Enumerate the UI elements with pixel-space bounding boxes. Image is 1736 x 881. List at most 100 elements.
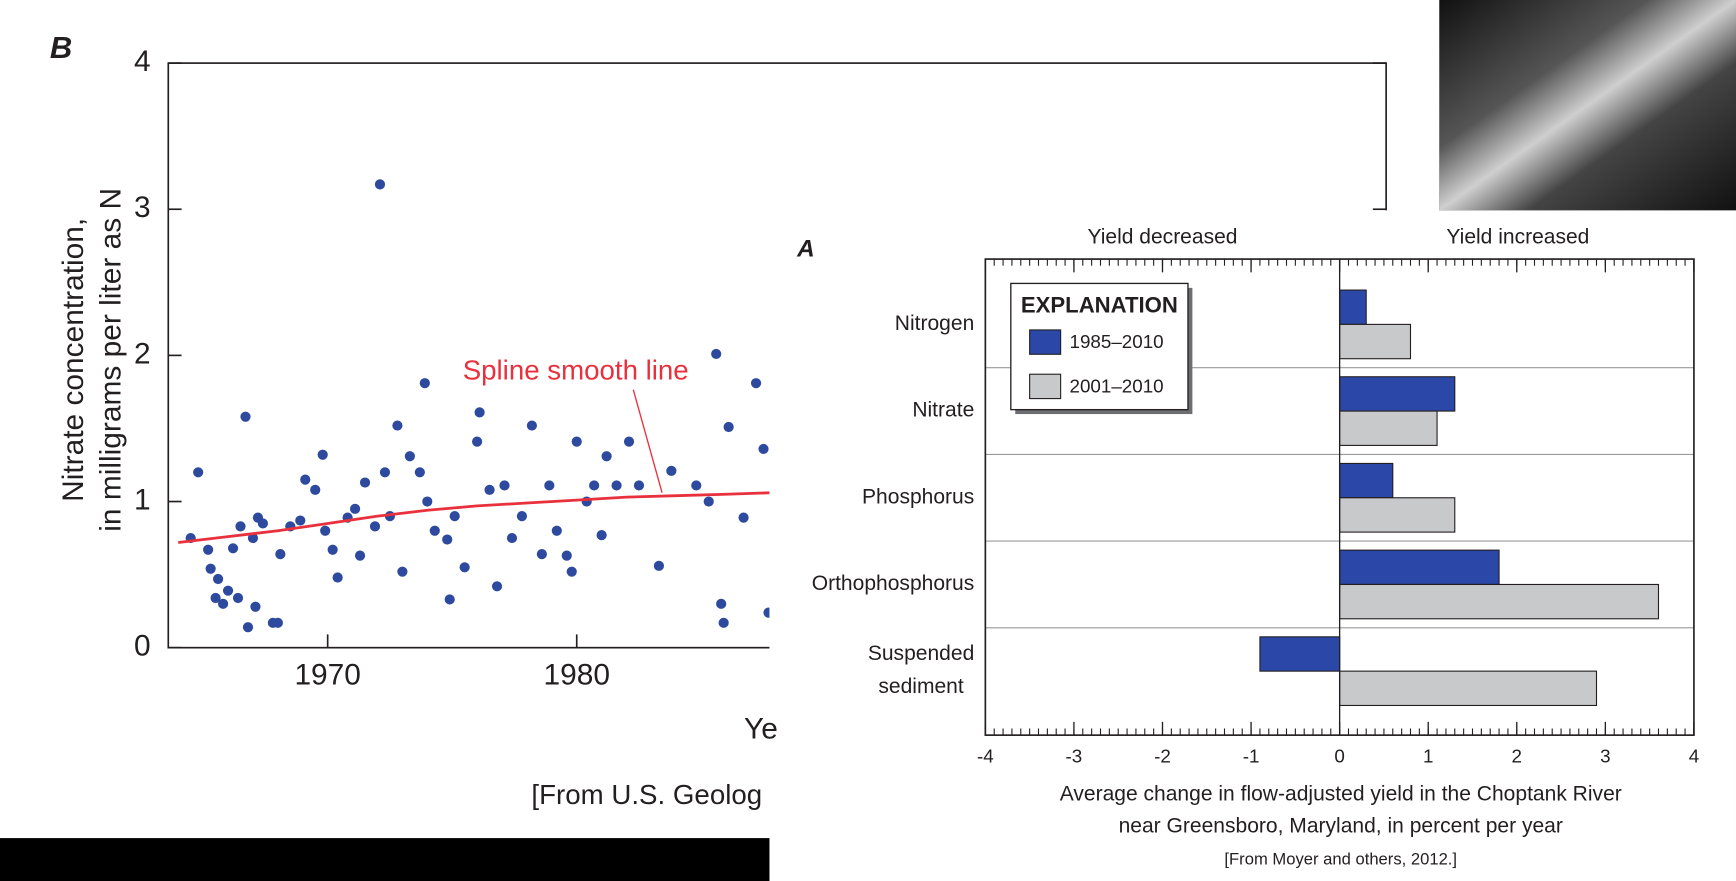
category-label: Suspended sediment: [867, 642, 975, 699]
spline-line: [178, 491, 772, 544]
data-point: [332, 572, 343, 583]
legend-swatch: [1029, 373, 1062, 400]
data-point: [601, 451, 612, 462]
data-point: [379, 467, 391, 478]
legend-title: EXPLANATION: [1021, 293, 1178, 318]
x-tick-label: 0: [1334, 745, 1344, 766]
data-point: [544, 480, 555, 491]
data-point: [750, 378, 762, 389]
data-point: [484, 484, 495, 495]
data-point: [472, 436, 483, 447]
data-point: [203, 544, 214, 555]
data-point: [397, 566, 408, 577]
data-point: [491, 581, 503, 592]
data-point: [213, 573, 224, 585]
data-point: [449, 511, 460, 522]
data-point: [359, 477, 371, 488]
x-tick-label: -3: [1066, 745, 1083, 766]
data-point: [235, 521, 246, 532]
x-tick-label: 2: [1512, 745, 1522, 766]
bar: [1339, 497, 1456, 533]
background-decoration: [1439, 0, 1736, 211]
bar: [1339, 289, 1367, 325]
bar: [1339, 410, 1438, 446]
data-point: [459, 562, 470, 573]
annotation-pointer: [632, 389, 663, 493]
y-tick-label: 0: [134, 630, 151, 663]
x-tick-label: 3: [1600, 745, 1610, 766]
legend-label: 1985–2010: [1069, 331, 1163, 352]
region-label: Yield increased: [1446, 226, 1589, 249]
data-point: [392, 420, 403, 431]
region-label: Yield decreased: [1088, 226, 1238, 249]
data-point: [257, 518, 269, 529]
bar: [1339, 323, 1412, 360]
x-tick-label: -4: [977, 745, 994, 766]
data-point: [422, 496, 433, 507]
data-point: [623, 436, 635, 447]
data-point: [758, 443, 769, 455]
data-point: [566, 566, 577, 577]
data-point: [295, 515, 306, 526]
data-point: [222, 585, 234, 596]
data-point: [716, 598, 727, 609]
category-label: Orthophosphorus: [811, 572, 975, 596]
data-point: [711, 348, 722, 360]
data-point: [374, 179, 386, 190]
x-tick-label: -1: [1243, 745, 1260, 766]
x-axis-label: Ye: [743, 711, 778, 746]
data-point: [242, 622, 254, 633]
data-point: [444, 594, 455, 605]
x-axis-label: Average change in flow-adjusted yield in…: [1059, 782, 1622, 839]
data-point: [589, 480, 600, 491]
bar: [1339, 670, 1598, 707]
x-tick-label: 1970: [294, 658, 360, 691]
data-point: [561, 550, 572, 561]
data-point: [210, 592, 221, 604]
data-point: [442, 534, 453, 545]
data-point: [354, 550, 366, 561]
y-tick-label: 2: [134, 337, 151, 370]
data-point: [327, 544, 338, 555]
data-point: [240, 411, 251, 422]
data-point: [232, 592, 244, 604]
data-point: [300, 474, 311, 485]
data-point: [250, 601, 261, 612]
data-point: [247, 532, 259, 544]
y-tick-label: 3: [134, 191, 151, 224]
data-point: [551, 525, 562, 536]
data-point: [506, 532, 518, 544]
data-point: [516, 511, 528, 522]
panel-label: A: [796, 236, 815, 263]
data-point: [474, 407, 485, 418]
data-point: [349, 503, 361, 514]
data-point: [193, 467, 204, 478]
panel-a: A Yield decreased Yield increased -4 -3 -2…: [796, 226, 1699, 767]
bar: [1339, 549, 1500, 586]
y-tick-label: 1: [134, 483, 151, 516]
data-point: [320, 525, 331, 536]
data-point: [723, 421, 734, 433]
data-point: [653, 560, 665, 571]
data-point: [272, 617, 283, 628]
bar: [1339, 376, 1456, 412]
panel-b: B 0 1 2 3 4 1970 1980 Spline smooth line: [50, 30, 1387, 691]
x-tick-label: 1980: [543, 658, 609, 691]
data-point: [205, 563, 216, 574]
data-point: [536, 549, 547, 560]
bar: [1339, 583, 1660, 620]
data-point: [611, 480, 622, 491]
data-point: [596, 530, 607, 541]
data-point: [419, 378, 430, 389]
data-point: [499, 480, 510, 491]
y-axis-label: Nitrate concentration, in milligrams per…: [56, 187, 128, 532]
data-point: [691, 480, 702, 491]
y-tick-label: 4: [134, 45, 151, 78]
legend-label: 2001–2010: [1069, 375, 1163, 396]
data-point: [217, 598, 229, 609]
x-tick-label: 4: [1689, 745, 1699, 766]
data-point: [414, 467, 425, 478]
bar: [1259, 636, 1341, 672]
